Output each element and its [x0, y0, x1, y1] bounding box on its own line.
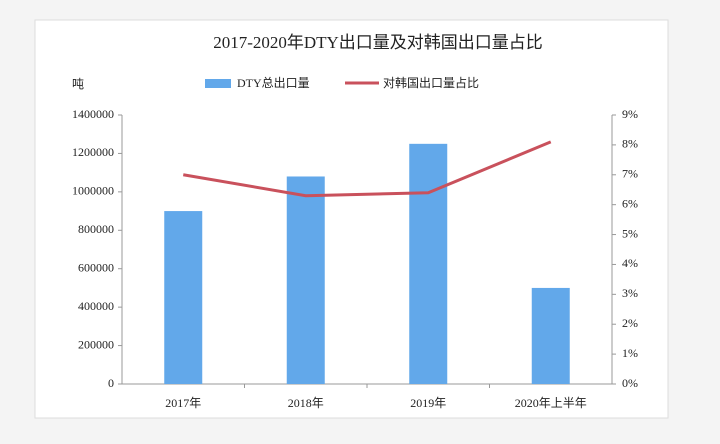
x-tick-label: 2019年 — [410, 396, 446, 410]
bar — [164, 211, 203, 384]
chart-title: 2017-2020年DTY出口量及对韩国出口量占比 — [213, 33, 543, 52]
y-tick-label: 1200000 — [72, 145, 114, 159]
y-tick-label: 0 — [108, 376, 114, 390]
y-axis-label: 吨 — [72, 77, 84, 91]
y2-tick-label: 9% — [622, 107, 638, 121]
y-tick-label: 400000 — [78, 299, 114, 313]
y-tick-label: 1000000 — [72, 184, 114, 198]
y2-tick-label: 5% — [622, 226, 638, 240]
chart-frame — [34, 19, 669, 419]
y-tick-label: 600000 — [78, 260, 114, 274]
y2-tick-label: 6% — [622, 196, 638, 210]
bar — [531, 287, 570, 384]
y2-tick-label: 7% — [622, 167, 638, 181]
y2-tick-label: 4% — [622, 256, 638, 270]
y2-tick-label: 3% — [622, 286, 638, 300]
y-tick-label: 1400000 — [72, 107, 114, 121]
x-tick-label: 2017年 — [165, 396, 201, 410]
x-tick-label: 2018年 — [288, 396, 324, 410]
y2-tick-label: 8% — [622, 137, 638, 151]
legend-label: DTY总出口量 — [237, 76, 310, 90]
y2-tick-label: 0% — [622, 376, 638, 390]
bar — [409, 143, 448, 384]
legend-swatch — [205, 79, 231, 88]
legend-label: 对韩国出口量占比 — [383, 75, 479, 90]
y2-tick-label: 2% — [622, 316, 638, 330]
y-tick-label: 800000 — [78, 222, 114, 236]
y-tick-label: 200000 — [78, 337, 114, 351]
y2-tick-label: 1% — [622, 346, 638, 360]
x-tick-label: 2020年上半年 — [515, 396, 587, 410]
line — [182, 140, 552, 198]
bar — [286, 176, 325, 384]
